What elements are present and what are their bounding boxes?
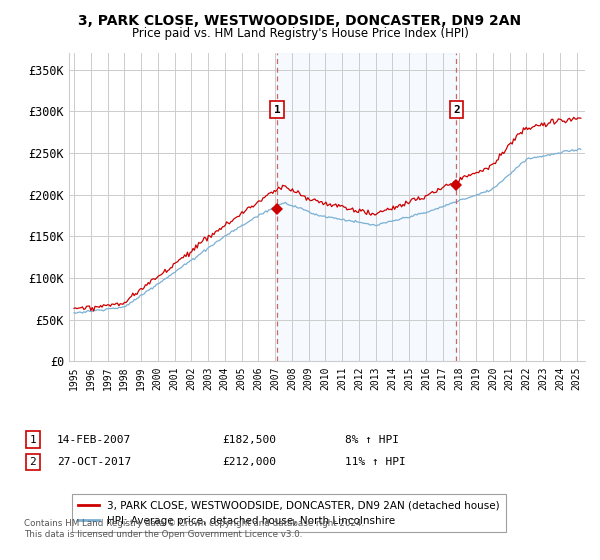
Text: 1: 1 — [274, 105, 280, 115]
Text: 1: 1 — [29, 435, 37, 445]
Text: 14-FEB-2007: 14-FEB-2007 — [57, 435, 131, 445]
Text: 2: 2 — [453, 105, 460, 115]
Text: £182,500: £182,500 — [222, 435, 276, 445]
Text: Price paid vs. HM Land Registry's House Price Index (HPI): Price paid vs. HM Land Registry's House … — [131, 27, 469, 40]
Text: 2: 2 — [29, 457, 37, 467]
Text: £212,000: £212,000 — [222, 457, 276, 467]
Text: 11% ↑ HPI: 11% ↑ HPI — [345, 457, 406, 467]
Text: Contains HM Land Registry data © Crown copyright and database right 2024.
This d: Contains HM Land Registry data © Crown c… — [24, 520, 364, 539]
Text: 8% ↑ HPI: 8% ↑ HPI — [345, 435, 399, 445]
Text: 3, PARK CLOSE, WESTWOODSIDE, DONCASTER, DN9 2AN: 3, PARK CLOSE, WESTWOODSIDE, DONCASTER, … — [79, 14, 521, 28]
Bar — [277, 53, 457, 361]
Legend: 3, PARK CLOSE, WESTWOODSIDE, DONCASTER, DN9 2AN (detached house), HPI: Average p: 3, PARK CLOSE, WESTWOODSIDE, DONCASTER, … — [71, 494, 506, 532]
Text: 27-OCT-2017: 27-OCT-2017 — [57, 457, 131, 467]
